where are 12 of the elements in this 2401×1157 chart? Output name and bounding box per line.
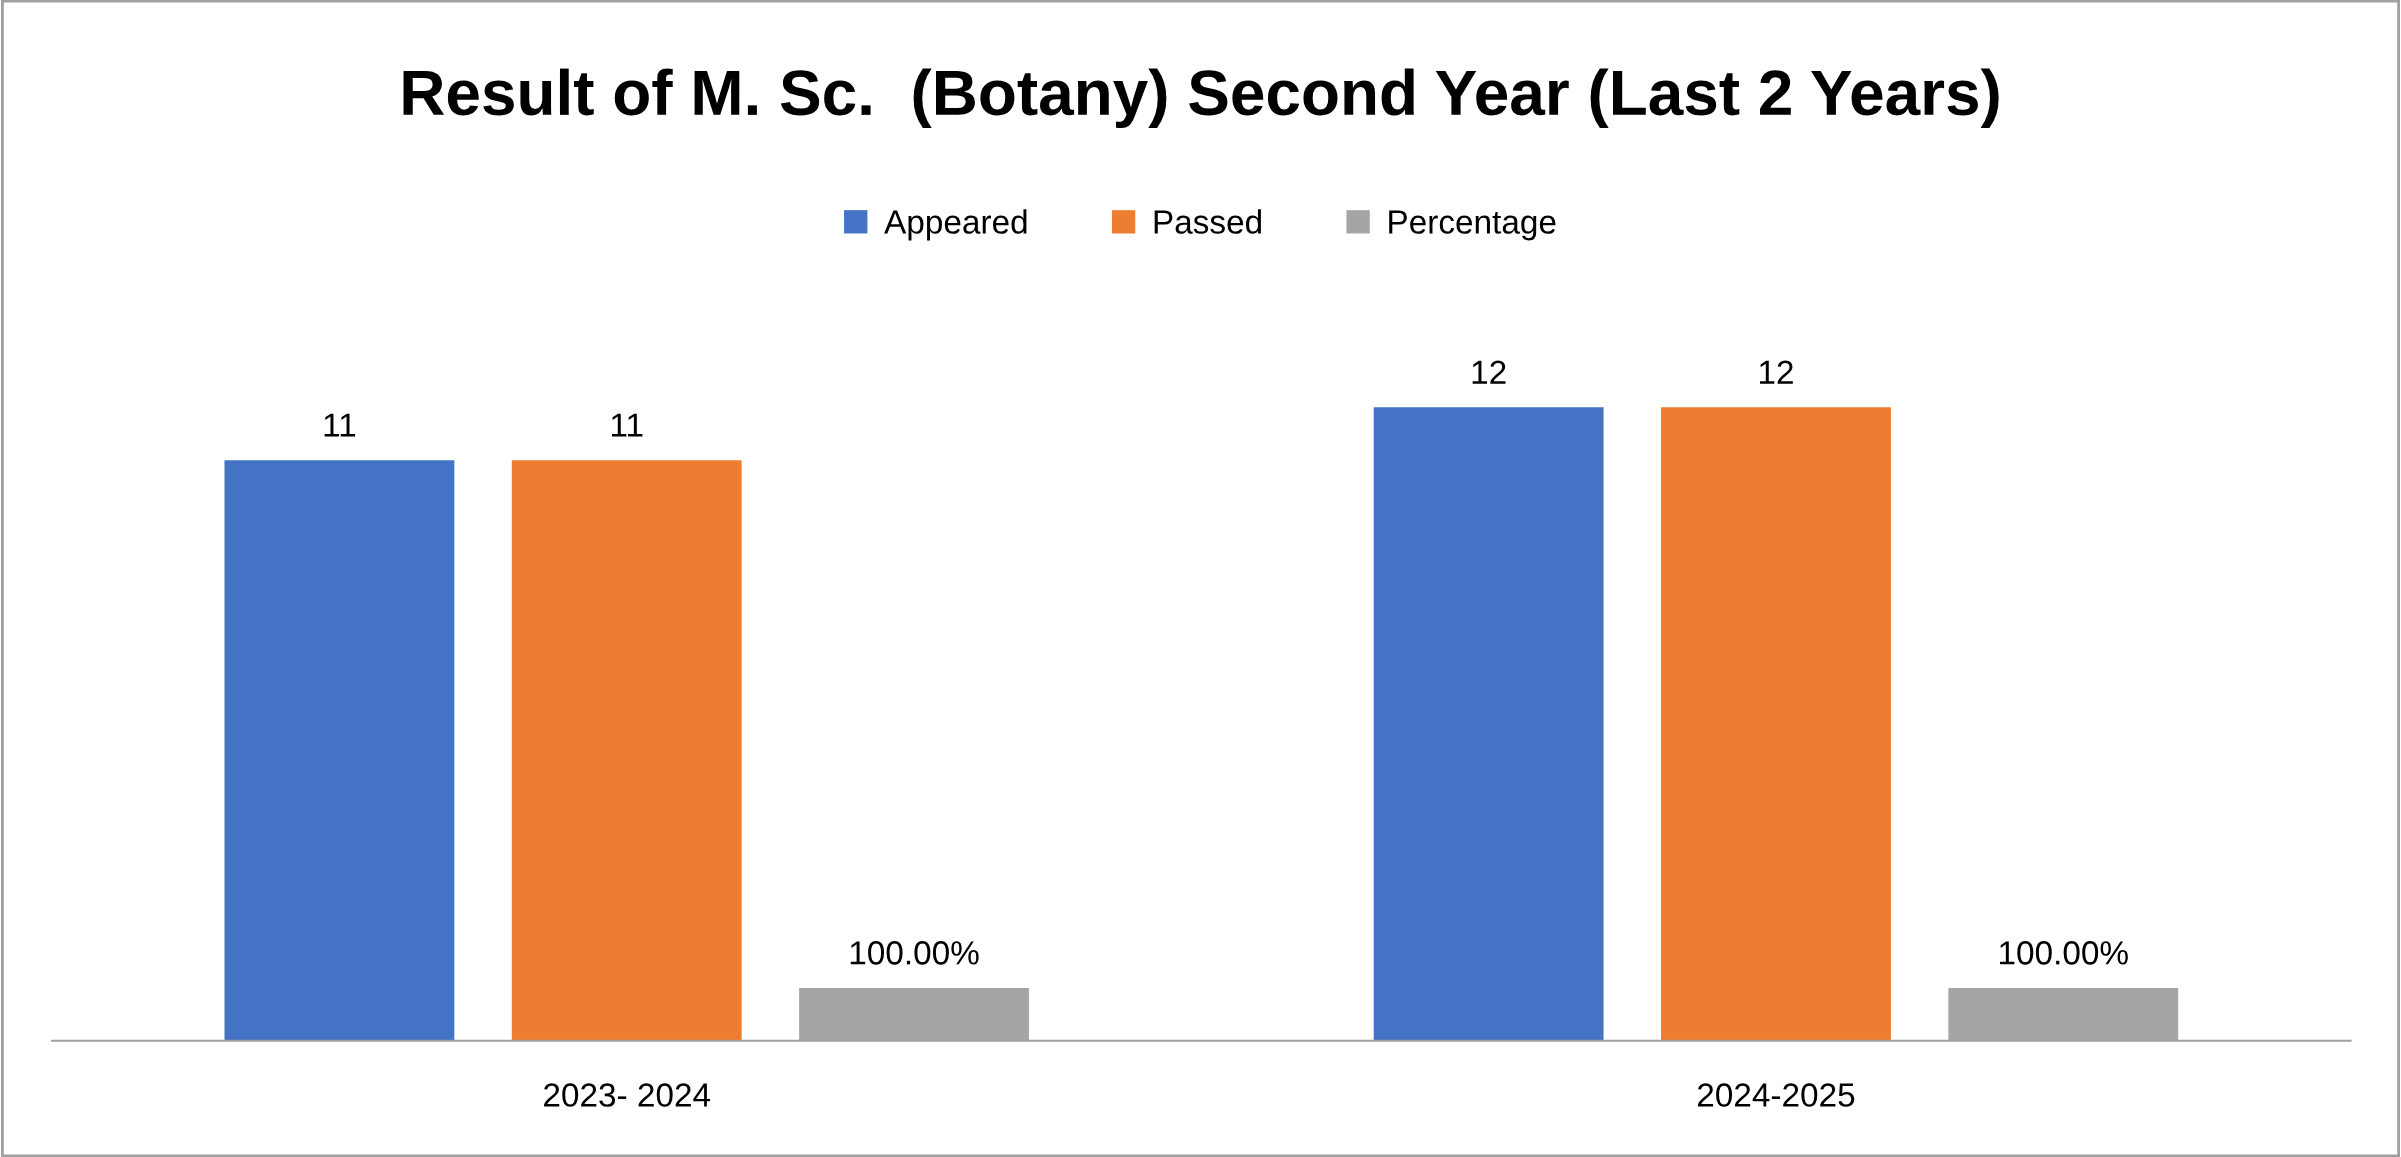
data-label: 12 — [1472, 360, 1506, 384]
data-label: 11 — [611, 413, 643, 437]
legend-label: Passed — [1154, 209, 1261, 234]
data-label: 100.00% — [2000, 941, 2128, 965]
chart-title: Result of M. Sc. (Botany) Second Year (Last 2 Years) — [403, 68, 1999, 129]
x-tick-label: 2024-2025 — [1697, 1083, 1855, 1107]
legend-label: Percentage — [1389, 210, 1556, 241]
data-label: 11 — [324, 413, 356, 437]
legend-label: Appeared — [884, 209, 1027, 241]
x-tick-label: 2023- 2024 — [544, 1083, 711, 1107]
data-label: 12 — [1759, 360, 1793, 384]
data-label: 100.00% — [850, 941, 979, 965]
